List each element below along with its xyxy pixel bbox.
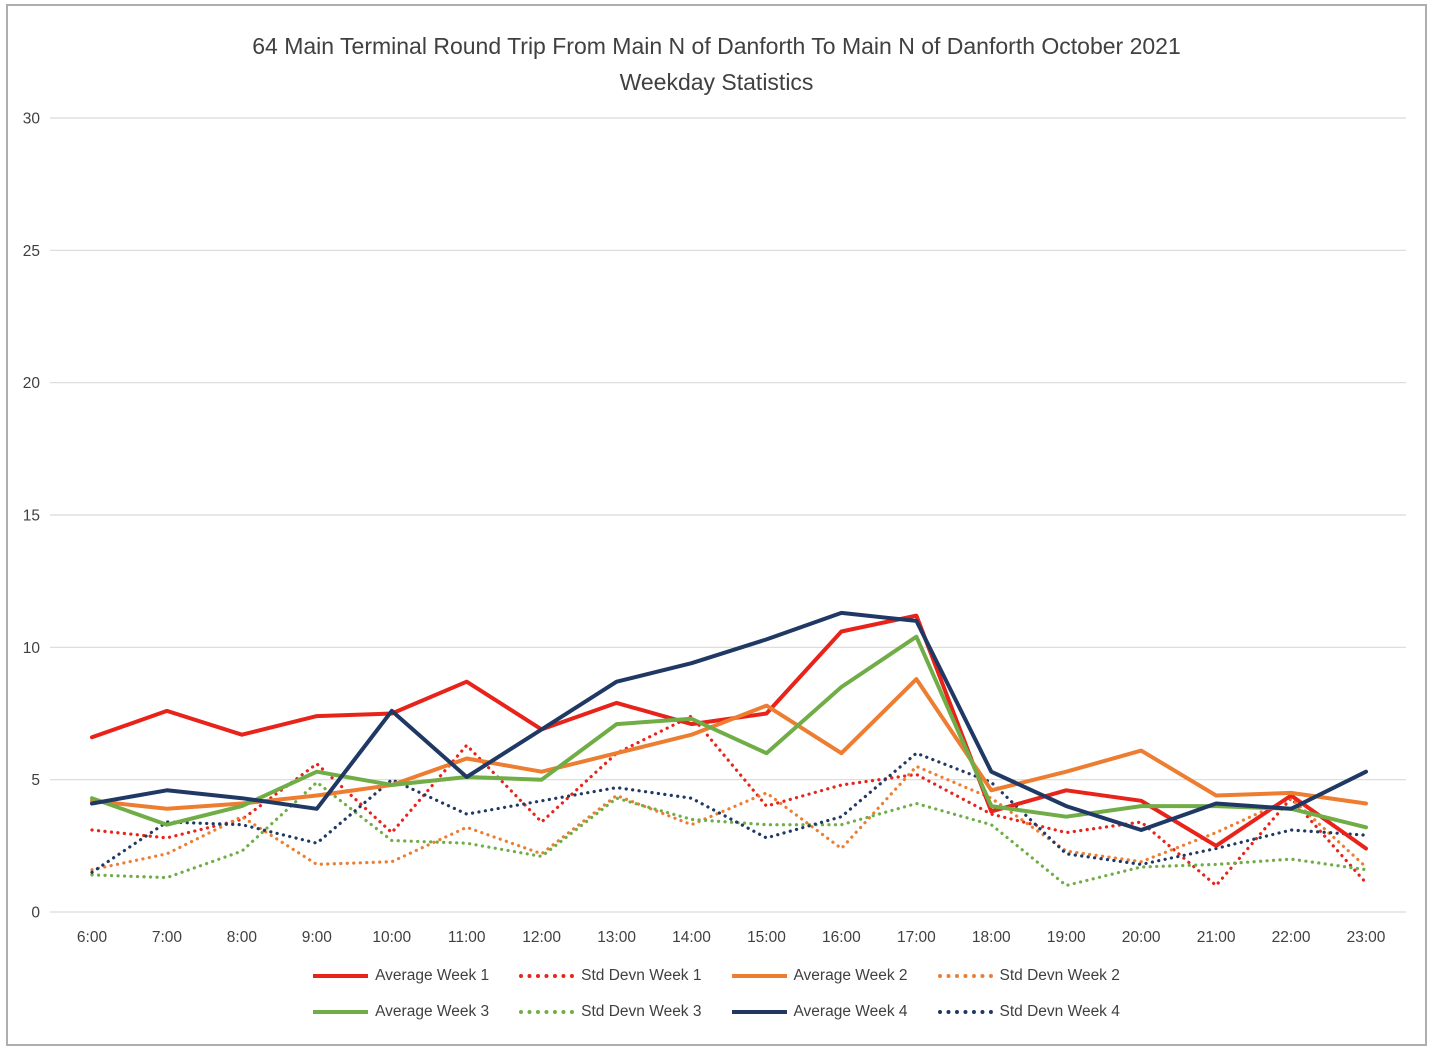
x-tick-label-18:00: 18:00: [972, 929, 1011, 946]
legend-row-2: Average Week 3 Std Devn Week 3 Average Wee…: [8, 994, 1425, 1030]
legend-swatch-std-devn-week-1: [519, 974, 575, 978]
legend-item-average-week-2: Average Week 2: [731, 967, 908, 985]
legend-label-std-devn-week-4: Std Devn Week 4: [999, 1003, 1120, 1020]
legend-swatch-std-devn-week-2: [937, 974, 993, 978]
legend-item-average-week-1: Average Week 1: [313, 967, 489, 985]
chart-subtitle: Weekday Statistics: [619, 69, 814, 95]
x-tick-label-9:00: 9:00: [302, 929, 333, 946]
legend-item-average-week-3: Average Week 3: [313, 1003, 489, 1021]
x-tick-label-22:00: 22:00: [1272, 929, 1311, 946]
x-tick-label-7:00: 7:00: [152, 929, 183, 946]
y-tick-label-0: 0: [31, 905, 40, 922]
y-tick-label-20: 20: [23, 375, 41, 392]
legend-label-average-week-3: Average Week 3: [375, 1003, 490, 1020]
x-tick-label-11:00: 11:00: [448, 929, 486, 946]
legend-item-std-devn-week-4: Std Devn Week 4: [937, 1003, 1120, 1021]
legend-swatch-average-week-1: [313, 974, 369, 978]
series-line-std-devn-week-3: [90, 780, 1368, 888]
line-chart-plot-area: 0 5 10 15 20 25 30 6:00 7:00 8:00 9:00 10:00 11:00 12…: [23, 111, 1406, 946]
legend-swatch-std-devn-week-3: [519, 1010, 575, 1014]
legend-swatch-average-week-2: [731, 974, 787, 978]
legend-label-std-devn-week-3: Std Devn Week 3: [581, 1003, 702, 1020]
x-tick-label-14:00: 14:00: [672, 929, 711, 946]
legend-swatch-average-week-4: [731, 1010, 787, 1014]
legend-item-std-devn-week-2: Std Devn Week 2: [937, 967, 1120, 985]
x-tick-label-13:00: 13:00: [597, 929, 636, 946]
legend-label-average-week-2: Average Week 2: [793, 967, 908, 984]
legend-item-average-week-4: Average Week 4: [731, 1003, 908, 1021]
y-tick-label-30: 30: [23, 111, 41, 128]
chart-title: 64 Main Terminal Round Trip From Main N …: [252, 33, 1181, 59]
x-tick-label-16:00: 16:00: [822, 929, 861, 946]
series-line-average-week-3: [90, 634, 1368, 830]
x-tick-label-19:00: 19:00: [1047, 929, 1086, 946]
chart-legend: Average Week 1 Std Devn Week 1 Average Wee…: [8, 958, 1425, 1030]
y-tick-label-10: 10: [23, 640, 41, 657]
legend-row-1: Average Week 1 Std Devn Week 1 Average Wee…: [8, 958, 1425, 994]
y-tick-label-15: 15: [23, 508, 40, 525]
legend-swatch-average-week-3: [313, 1010, 369, 1014]
series-line-average-week-2: [90, 677, 1368, 811]
legend-label-std-devn-week-1: Std Devn Week 1: [581, 967, 702, 984]
series-line-average-week-4: [90, 610, 1368, 832]
x-tick-label-17:00: 17:00: [897, 929, 936, 946]
legend-swatch-std-devn-week-4: [937, 1010, 993, 1014]
legend-label-average-week-1: Average Week 1: [375, 967, 490, 984]
x-tick-label-10:00: 10:00: [372, 929, 411, 946]
legend-item-std-devn-week-1: Std Devn Week 1: [519, 967, 702, 985]
x-tick-label-12:00: 12:00: [522, 929, 561, 946]
legend-item-std-devn-week-3: Std Devn Week 3: [519, 1003, 702, 1021]
x-tick-label-8:00: 8:00: [227, 929, 258, 946]
x-tick-label-20:00: 20:00: [1122, 929, 1161, 946]
legend-label-std-devn-week-2: Std Devn Week 2: [999, 967, 1120, 984]
chart-container: 64 Main Terminal Round Trip From Main N …: [6, 4, 1427, 1046]
x-tick-label-6:00: 6:00: [77, 929, 108, 946]
series-line-std-devn-week-1: [90, 714, 1368, 888]
series-line-std-devn-week-4: [90, 751, 1368, 874]
y-tick-label-25: 25: [23, 243, 40, 260]
legend-label-average-week-4: Average Week 4: [793, 1003, 908, 1020]
x-tick-label-15:00: 15:00: [747, 929, 786, 946]
y-tick-label-5: 5: [31, 772, 40, 789]
x-tick-label-21:00: 21:00: [1197, 929, 1236, 946]
chart-title-block: 64 Main Terminal Round Trip From Main N …: [8, 6, 1425, 100]
series-line-std-devn-week-2: [90, 764, 1368, 872]
x-tick-label-23:00: 23:00: [1347, 929, 1386, 946]
